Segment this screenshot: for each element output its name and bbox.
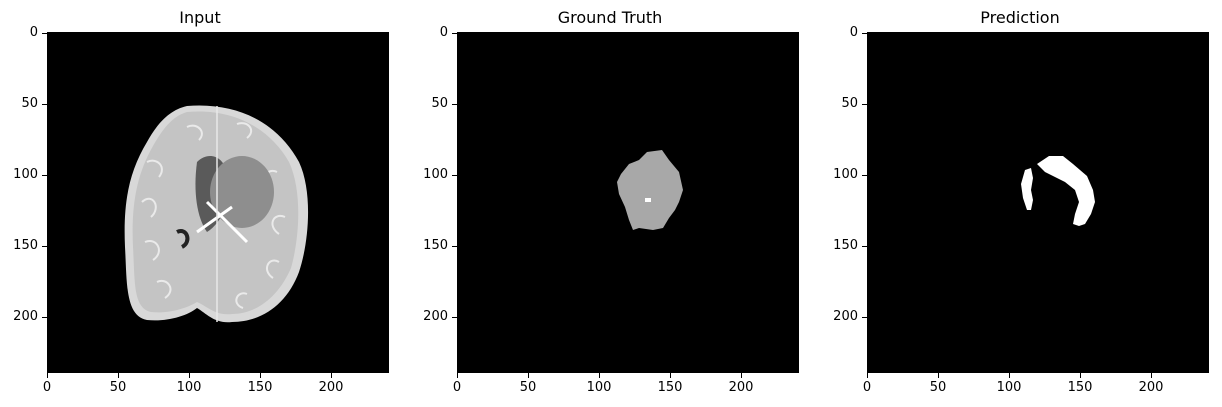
panel-title-ground-truth: Ground Truth <box>557 8 663 27</box>
y-tick-label: 100 <box>833 167 858 182</box>
panel-input: Input <box>0 0 400 407</box>
image-ground-truth-mask <box>457 32 799 373</box>
y-tick-label: 0 <box>439 25 448 40</box>
y-tick-label: 50 <box>431 96 448 111</box>
x-tick-label: 0 <box>42 380 52 395</box>
x-tick-label: 150 <box>657 380 683 395</box>
y-tick-label: 200 <box>423 309 448 324</box>
y-tick-label: 100 <box>13 167 38 182</box>
y-tick-label: 200 <box>833 309 858 324</box>
y-tick-label: 150 <box>833 238 858 253</box>
panel-title-input: Input <box>179 8 221 27</box>
panel-title-prediction: Prediction <box>980 8 1060 27</box>
x-tick-label: 50 <box>519 380 537 395</box>
x-tick-label: 100 <box>586 380 612 395</box>
brain-mri-image <box>47 32 389 373</box>
prediction-mask-image <box>867 32 1209 373</box>
x-tick-label: 150 <box>247 380 273 395</box>
y-tick-label: 200 <box>13 309 38 324</box>
x-tick-label: 200 <box>1138 380 1164 395</box>
image-input-mri <box>47 32 389 373</box>
x-tick-label: 0 <box>452 380 462 395</box>
x-tick-label: 50 <box>109 380 127 395</box>
y-tick-label: 50 <box>841 96 858 111</box>
x-tick-label: 100 <box>176 380 202 395</box>
y-tick-label: 0 <box>29 25 38 40</box>
x-tick-label: 0 <box>862 380 872 395</box>
x-tick-label: 100 <box>996 380 1022 395</box>
y-tick-label: 150 <box>13 238 38 253</box>
y-tick-label: 50 <box>21 96 38 111</box>
image-prediction-mask <box>867 32 1209 373</box>
x-tick-label: 50 <box>929 380 947 395</box>
y-tick-label: 100 <box>423 167 448 182</box>
y-tick-label: 150 <box>423 238 448 253</box>
panel-ground-truth: Ground Truth 0 50 100 150 200 0 50 100 1… <box>410 0 810 407</box>
ground-truth-mask-image <box>457 32 799 373</box>
x-tick-label: 200 <box>318 380 344 395</box>
x-tick-label: 150 <box>1067 380 1093 395</box>
y-tick-label: 0 <box>849 25 858 40</box>
x-tick-label: 200 <box>728 380 754 395</box>
panel-prediction: Prediction 0 50 100 150 200 0 50 100 150… <box>820 0 1220 407</box>
